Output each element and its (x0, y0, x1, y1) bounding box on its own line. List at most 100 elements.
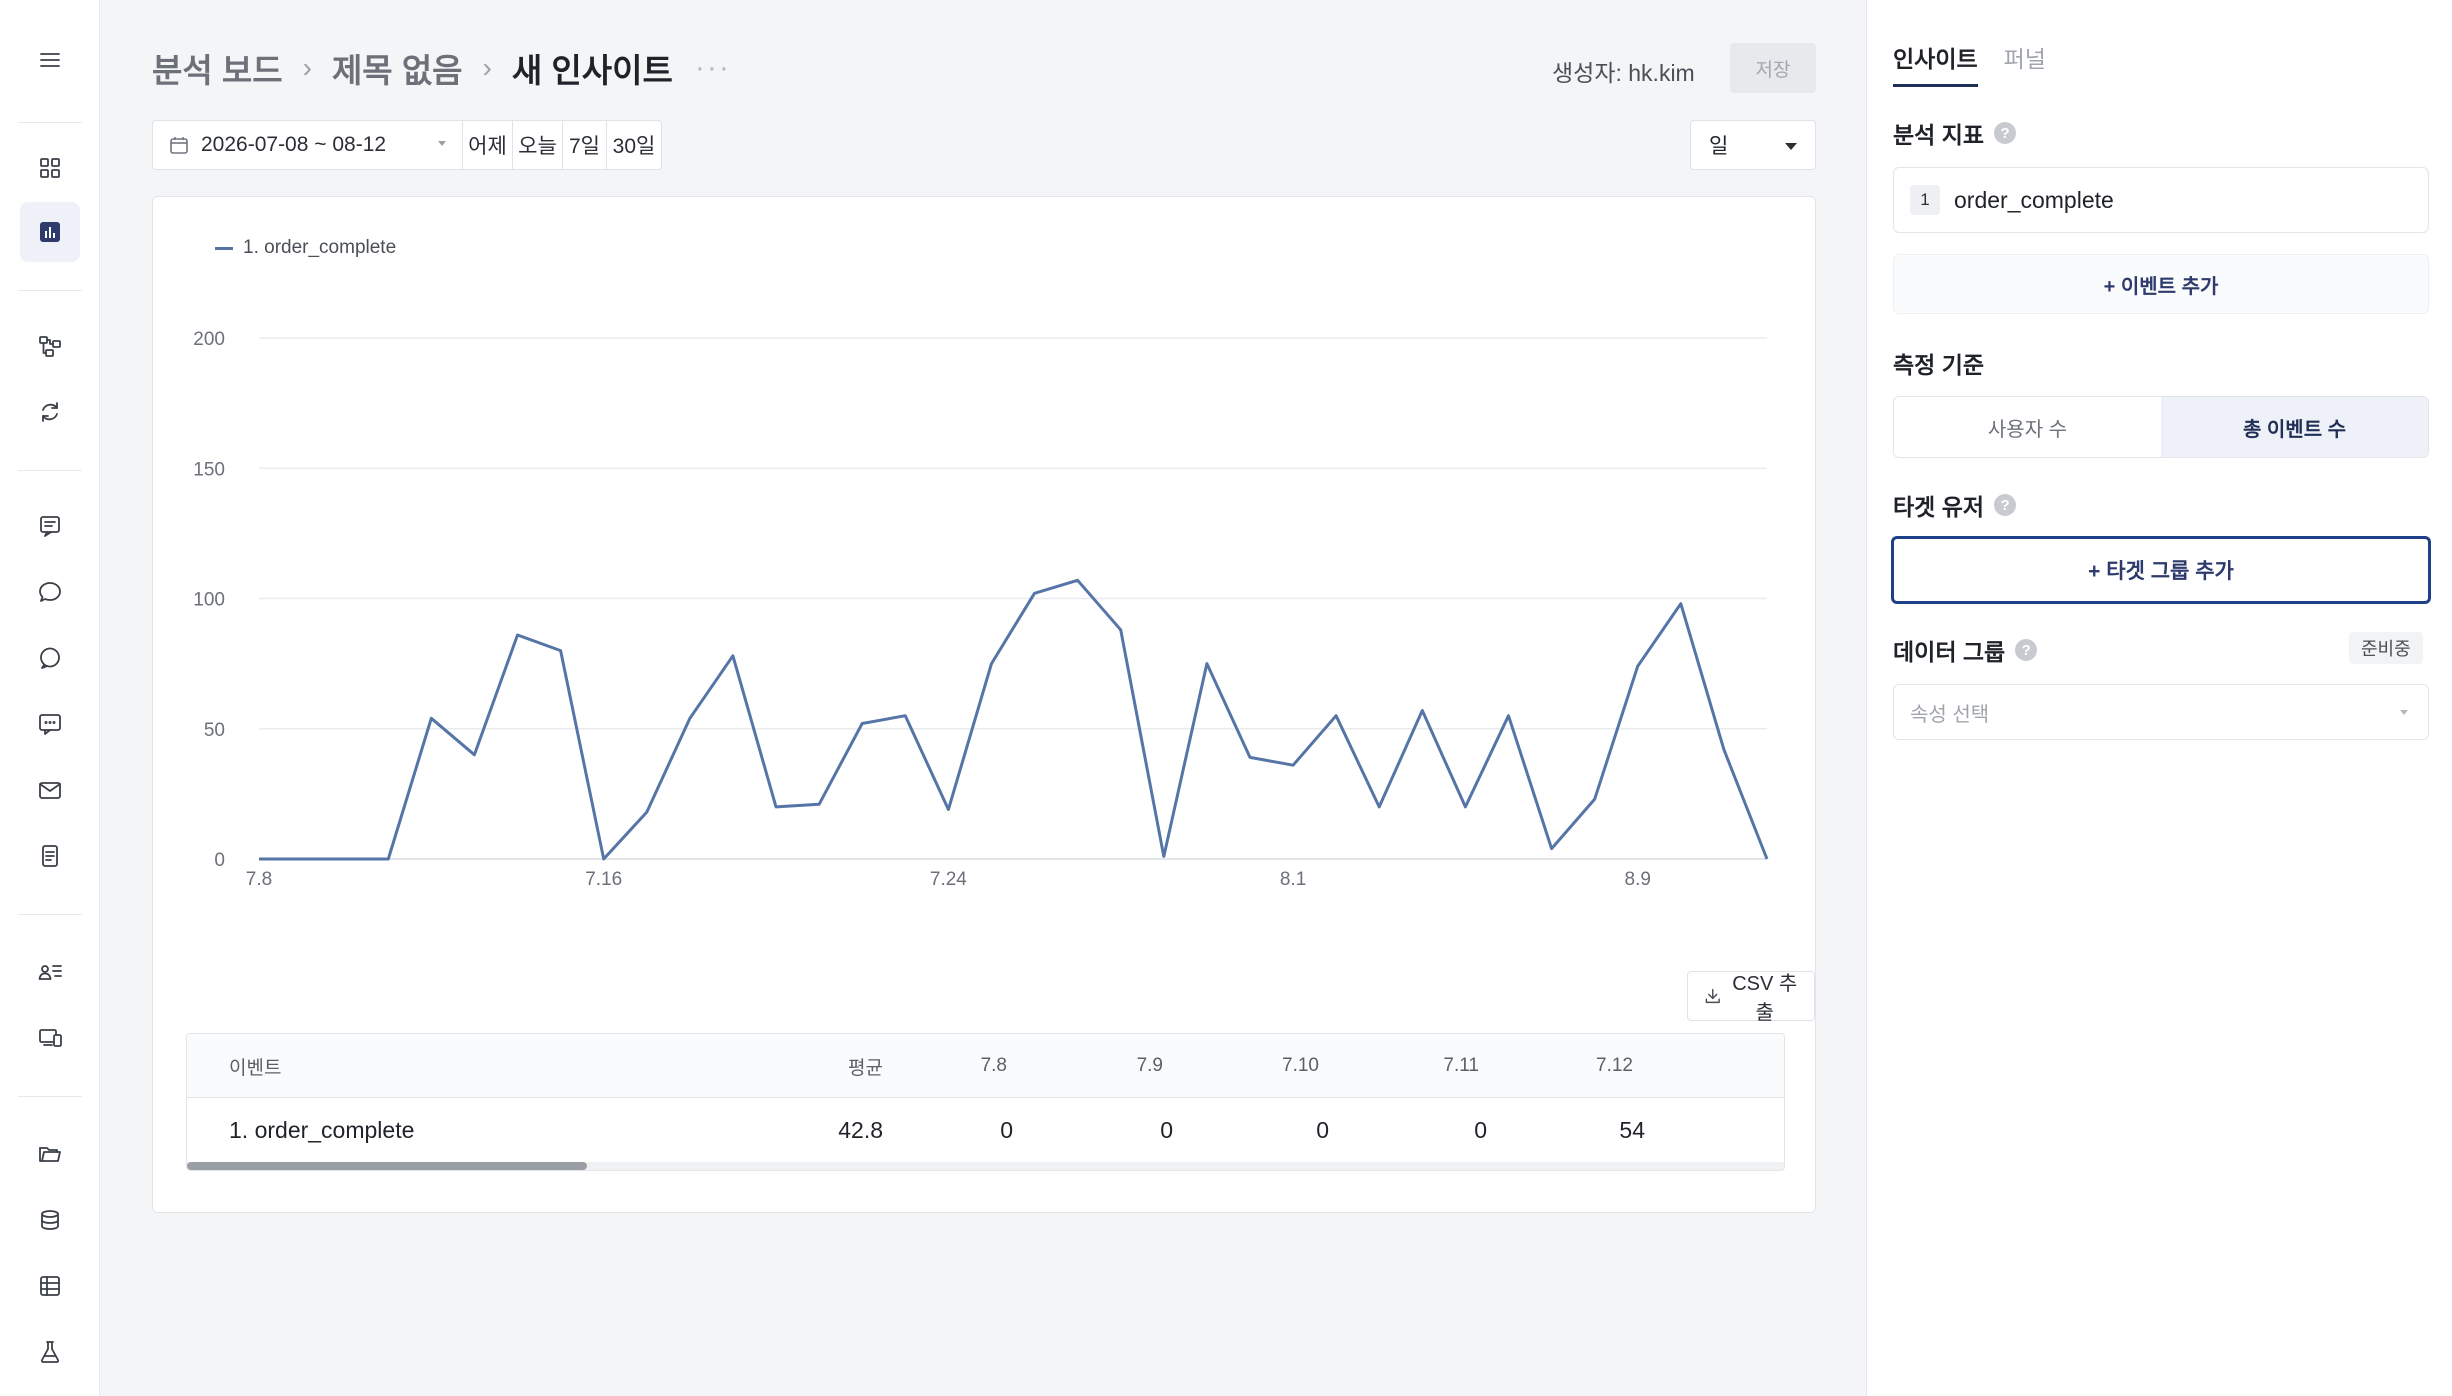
more-options-icon[interactable]: ··· (694, 51, 731, 84)
main-content: 분석 보드 › 제목 없음 › 새 인사이트 ··· 생성자: hk.kim 저… (100, 0, 1866, 1396)
y-tick-label: 100 (193, 590, 225, 611)
series-line-order-complete (259, 578, 1769, 861)
scrollbar-thumb[interactable] (187, 1162, 587, 1170)
help-icon[interactable]: ? (2015, 639, 2038, 661)
csv-export-label: CSV 추출 (1732, 973, 1798, 1024)
creator-label: 생성자: hk.kim (1552, 60, 1695, 86)
calendar-icon (169, 135, 189, 155)
row-value: 0 (1316, 1116, 1329, 1143)
header-date[interactable]: 7.8 (980, 1055, 1007, 1076)
row-event-name: 1. order_complete (229, 1116, 415, 1143)
data-table: 이벤트 평균 7.8 7.9 7.10 7.11 7.12 1. order_c… (186, 1033, 1785, 1171)
legend-swatch (215, 246, 233, 250)
folder-icon[interactable] (20, 1124, 80, 1184)
preset-30days[interactable]: 30일 (612, 135, 656, 158)
header-date[interactable]: 7.12 (1596, 1055, 1633, 1076)
property-select[interactable]: 속성 선택 (1893, 684, 2429, 740)
dashboard-icon[interactable] (20, 138, 80, 198)
interval-select[interactable]: 일 (1690, 120, 1816, 170)
add-target-group-button[interactable]: + 타겟 그룹 추가 (1891, 536, 2431, 604)
devices-icon[interactable] (20, 1008, 80, 1068)
metric-section-label: 분석 지표 ? (1893, 116, 2017, 150)
breadcrumb-board[interactable]: 분석 보드 (152, 52, 283, 89)
property-placeholder: 속성 선택 (1910, 703, 1990, 726)
line-chart: 0 50 100 150 200 7.8 7.16 7.24 8.1 8.9 (193, 329, 1769, 890)
retention-icon[interactable] (20, 382, 80, 442)
comment-icon[interactable] (20, 694, 80, 754)
chevron-right-icon: › (482, 52, 492, 83)
measure-option-users[interactable]: 사용자 수 (1987, 418, 2068, 441)
database-icon[interactable] (20, 1190, 80, 1250)
row-average: 42.8 (838, 1116, 883, 1143)
header-event[interactable]: 이벤트 (229, 1057, 282, 1079)
experiment-icon[interactable] (20, 1322, 80, 1382)
row-value: 0 (1000, 1116, 1013, 1143)
x-tick-label: 7.24 (930, 869, 967, 890)
date-range-picker[interactable]: 2026-07-08 ~ 08-12 (153, 121, 463, 169)
help-icon[interactable]: ? (1994, 494, 2017, 516)
left-nav-rail (0, 0, 100, 1396)
chat-icon[interactable] (20, 562, 80, 622)
y-tick-label: 0 (214, 850, 225, 871)
tab-insight[interactable]: 인사이트 (1893, 40, 1978, 87)
data-group-label-text: 데이터 그룹 (1893, 639, 2006, 665)
metric-name: order_complete (1954, 186, 2114, 213)
mail-icon[interactable] (20, 760, 80, 820)
chart-legend[interactable]: 1. order_complete (215, 237, 396, 259)
download-icon (1705, 988, 1720, 1004)
header-date[interactable]: 7.11 (1443, 1055, 1479, 1076)
x-tick-label: 8.9 (1625, 869, 1651, 890)
tab-funnel[interactable]: 퍼널 (2003, 46, 2046, 72)
x-tick-label: 8.1 (1280, 869, 1306, 890)
legend-label: 1. order_complete (243, 237, 397, 258)
preset-today[interactable]: 오늘 (513, 121, 563, 169)
x-tick-label: 7.16 (585, 869, 622, 890)
csv-export-button[interactable]: CSV 추출 (1687, 971, 1815, 1024)
row-value: 0 (1160, 1116, 1173, 1143)
header-average[interactable]: 평균 (848, 1057, 883, 1079)
measure-section-label: 측정 기준 (1893, 352, 1985, 378)
report-icon[interactable] (20, 496, 80, 556)
document-icon[interactable] (20, 826, 80, 886)
row-value: 0 (1474, 1116, 1487, 1143)
table-row[interactable]: 1. order_complete 42.8 0 0 0 0 54 (187, 1098, 1784, 1162)
add-event-button[interactable]: + 이벤트 추가 (1893, 254, 2429, 314)
measure-option-total-events[interactable]: 총 이벤트 수 (2161, 397, 2428, 457)
chart-card: 1. order_complete 0 50 100 150 200 7.8 7.16 7.2… (152, 196, 1816, 1213)
save-button[interactable]: 저장 (1730, 43, 1816, 93)
y-tick-label: 150 (193, 459, 225, 480)
insight-chart-icon[interactable] (20, 202, 80, 262)
message-icon[interactable] (20, 628, 80, 688)
target-label-text: 타겟 유저 (1893, 494, 1985, 520)
user-list-icon[interactable] (20, 942, 80, 1002)
interval-value: 일 (1709, 135, 1729, 158)
breadcrumb-untitled[interactable]: 제목 없음 (331, 52, 463, 89)
date-filter-bar: 2026-07-08 ~ 08-12 어제 오늘 7일 30일 (152, 120, 662, 170)
target-section-label: 타겟 유저 ? (1893, 488, 2017, 522)
x-tick-label: 7.8 (246, 869, 272, 890)
table-icon[interactable] (20, 1256, 80, 1316)
header-date[interactable]: 7.9 (1136, 1055, 1163, 1076)
data-group-section-label: 데이터 그룹 ? (1893, 633, 2038, 667)
menu-icon[interactable] (20, 30, 80, 90)
panel-tabs: 인사이트 퍼널 (1893, 40, 2072, 87)
caret-down-icon (1785, 143, 1797, 150)
chevron-right-icon: › (302, 52, 312, 83)
metric-item[interactable]: 1 order_complete (1893, 167, 2429, 233)
right-settings-panel: 인사이트 퍼널 분석 지표 ? 1 order_complete + 이벤트 추… (1866, 0, 2452, 1396)
horizontal-scrollbar[interactable] (187, 1162, 1784, 1170)
header-date[interactable]: 7.10 (1282, 1055, 1319, 1076)
row-value: 54 (1619, 1116, 1645, 1143)
y-tick-label: 200 (193, 329, 225, 350)
metric-label-text: 분석 지표 (1893, 122, 1985, 148)
breadcrumb: 분석 보드 › 제목 없음 › 새 인사이트 ··· (152, 44, 731, 92)
funnel-flow-icon[interactable] (20, 316, 80, 376)
preset-yesterday[interactable]: 어제 (463, 121, 513, 169)
preset-7days[interactable]: 7일 (563, 121, 607, 169)
status-badge: 준비중 (2349, 632, 2423, 664)
page-title[interactable]: 새 인사이트 (511, 52, 673, 89)
y-tick-label: 50 (204, 720, 225, 741)
date-range-value: 2026-07-08 ~ 08-12 (201, 133, 387, 156)
help-icon[interactable]: ? (1994, 122, 2017, 144)
measure-segmented-control: 사용자 수 총 이벤트 수 (1893, 396, 2429, 458)
